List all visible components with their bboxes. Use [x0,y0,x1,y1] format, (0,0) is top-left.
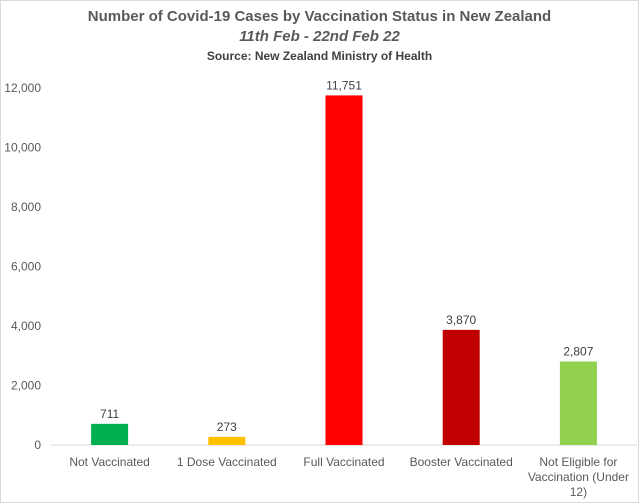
x-tick-label-line: Not Vaccinated [69,455,150,469]
data-label: 2,807 [563,344,593,358]
y-tick-label: 4,000 [11,319,41,333]
y-tick-label: 12,000 [4,81,41,95]
data-label: 273 [217,420,237,434]
x-tick-label: Booster Vaccinated [410,455,513,469]
chart-subtitle: 11th Feb - 22nd Feb 22 [239,28,400,45]
y-tick-label: 10,000 [4,141,41,155]
bar [325,95,363,446]
data-label: 11,751 [326,78,362,92]
chart-title: Number of Covid-19 Cases by Vaccination … [87,8,552,25]
x-tick-label: 1 Dose Vaccinated [177,455,277,469]
x-tick-label: Not Vaccinated [69,455,150,469]
y-tick-label: 2,000 [11,379,41,393]
x-tick-label-line: 1 Dose Vaccinated [177,455,277,469]
bar [208,436,246,445]
bar [91,423,129,445]
bar [559,361,597,445]
data-label: 3,870 [446,313,476,327]
x-tick-label-line: Not Eligible for [539,455,617,469]
title-block: Number of Covid-19 Cases by Vaccination … [1,7,638,65]
bar [442,329,480,445]
data-label: 711 [100,407,119,421]
x-tick-label-line: Vaccination (Under [528,470,629,484]
x-tick-label-line: Booster Vaccinated [410,455,513,469]
x-tick-label: Full Vaccinated [303,455,384,469]
y-tick-label: 0 [34,438,41,452]
y-tick-label: 6,000 [11,260,41,274]
y-tick-label: 8,000 [11,200,41,214]
chart-source: Source: New Zealand Ministry of Health [206,49,433,63]
x-tick-label: Not Eligible for Vaccination (Under 12) [528,455,629,499]
x-tick-label-line: 12) [570,485,587,499]
x-tick-label-line: Full Vaccinated [303,455,384,469]
